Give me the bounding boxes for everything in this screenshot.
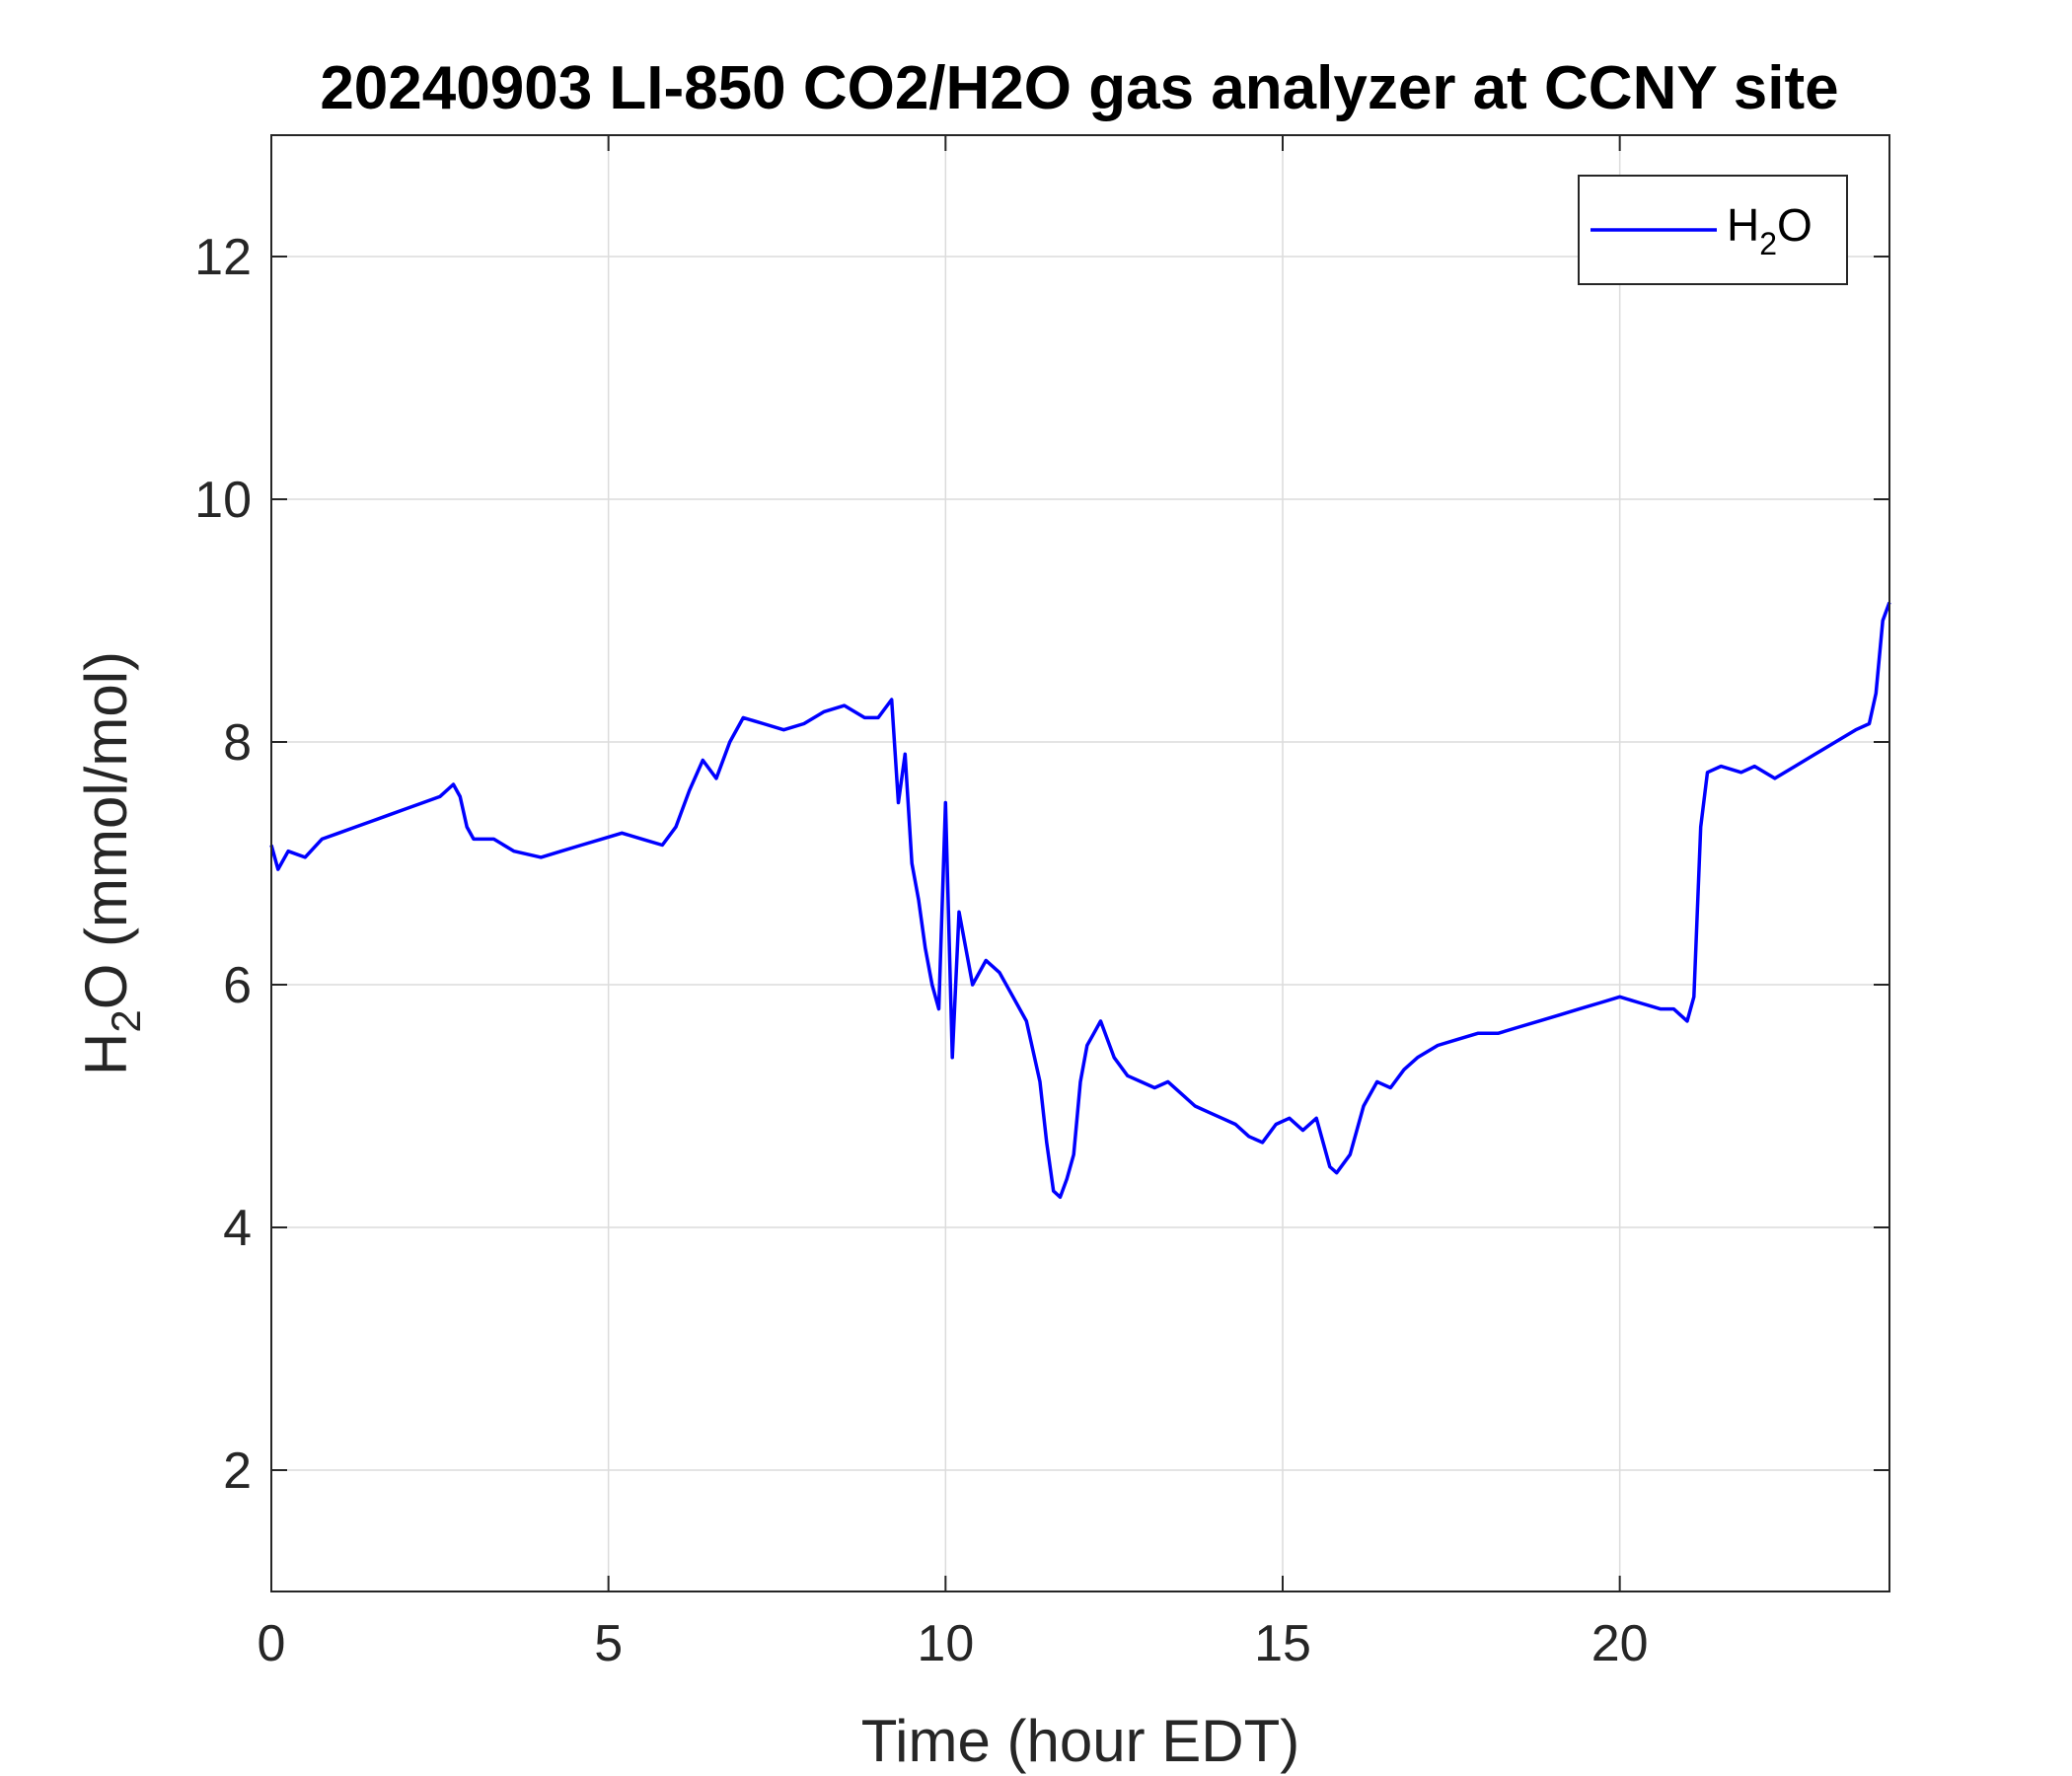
y-tick-label: 12 (194, 229, 252, 286)
x-tick-label: 20 (1591, 1615, 1649, 1672)
y-tick-label: 2 (223, 1443, 252, 1500)
plot-area-frame (270, 134, 1890, 1592)
y-tick-label: 4 (223, 1200, 252, 1257)
y-tick-label: 6 (223, 957, 252, 1014)
y-axis-label-part: H (73, 1033, 139, 1075)
y-axis-label: H2O (mmol/mol) (73, 651, 149, 1075)
legend-label-part: H (1727, 199, 1759, 251)
x-tick-label: 10 (917, 1615, 974, 1672)
y-axis-label-subscript: 2 (103, 1009, 149, 1032)
x-axis-label: Time (hour EDT) (861, 1708, 1300, 1774)
legend: H2O (1578, 175, 1848, 285)
x-tick-label: 15 (1254, 1615, 1311, 1672)
chart-title: 20240903 LI-850 CO2/H2O gas analyzer at … (320, 54, 1838, 122)
x-tick-label: 0 (258, 1615, 286, 1672)
y-axis-label-part: O (mmol/mol) (73, 651, 139, 1009)
legend-label-part: O (1777, 199, 1813, 251)
y-tick-label: 8 (223, 714, 252, 772)
series-line-h2o (269, 601, 1891, 1200)
y-axis-ticks: 2 4 6 8 10 12 (194, 229, 1889, 1500)
x-axis-ticks: 0 5 10 15 20 (258, 135, 1649, 1672)
grid (270, 135, 1889, 1591)
legend-label-h2o: H2O (1727, 199, 1813, 261)
legend-label-subscript: 2 (1759, 226, 1777, 261)
x-tick-label: 5 (594, 1615, 623, 1672)
y-tick-label: 10 (194, 472, 252, 529)
